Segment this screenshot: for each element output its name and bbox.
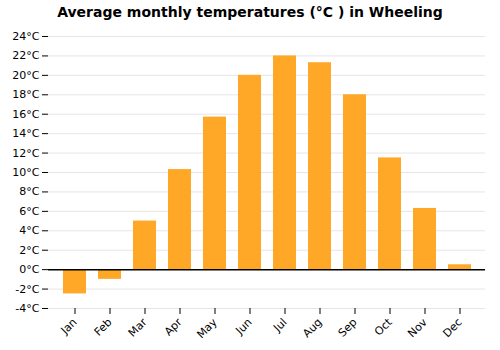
- svg-text:8°C: 8°C: [19, 185, 39, 198]
- svg-text:18°C: 18°C: [12, 88, 39, 101]
- svg-text:Aug: Aug: [300, 316, 324, 340]
- svg-text:Jul: Jul: [270, 316, 289, 335]
- svg-text:10°C: 10°C: [12, 166, 39, 179]
- svg-text:4°C: 4°C: [19, 224, 39, 237]
- svg-text:Apr: Apr: [162, 315, 185, 338]
- svg-text:2°C: 2°C: [19, 244, 39, 257]
- svg-text:22°C: 22°C: [12, 49, 39, 62]
- svg-text:Dec: Dec: [440, 316, 464, 340]
- svg-text:Jan: Jan: [58, 316, 80, 338]
- svg-text:16°C: 16°C: [12, 108, 39, 121]
- svg-text:20°C: 20°C: [12, 69, 39, 82]
- svg-text:May: May: [194, 315, 220, 341]
- svg-text:-2°C: -2°C: [15, 283, 39, 296]
- svg-text:14°C: 14°C: [12, 127, 39, 140]
- svg-text:6°C: 6°C: [19, 205, 39, 218]
- svg-text:Feb: Feb: [92, 316, 115, 339]
- svg-text:-4°C: -4°C: [15, 302, 39, 315]
- svg-text:12°C: 12°C: [12, 147, 39, 160]
- svg-text:24°C: 24°C: [12, 30, 39, 43]
- svg-text:Oct: Oct: [372, 315, 395, 338]
- svg-text:Sep: Sep: [336, 316, 360, 340]
- svg-text:Nov: Nov: [405, 315, 430, 340]
- svg-text:Jun: Jun: [233, 316, 255, 338]
- svg-text:0°C: 0°C: [19, 263, 39, 276]
- svg-text:Mar: Mar: [126, 315, 150, 339]
- html-text:Average monthly temperatures (: Average monthly temperatures (°C ) in Wh…: [57, 4, 443, 20]
